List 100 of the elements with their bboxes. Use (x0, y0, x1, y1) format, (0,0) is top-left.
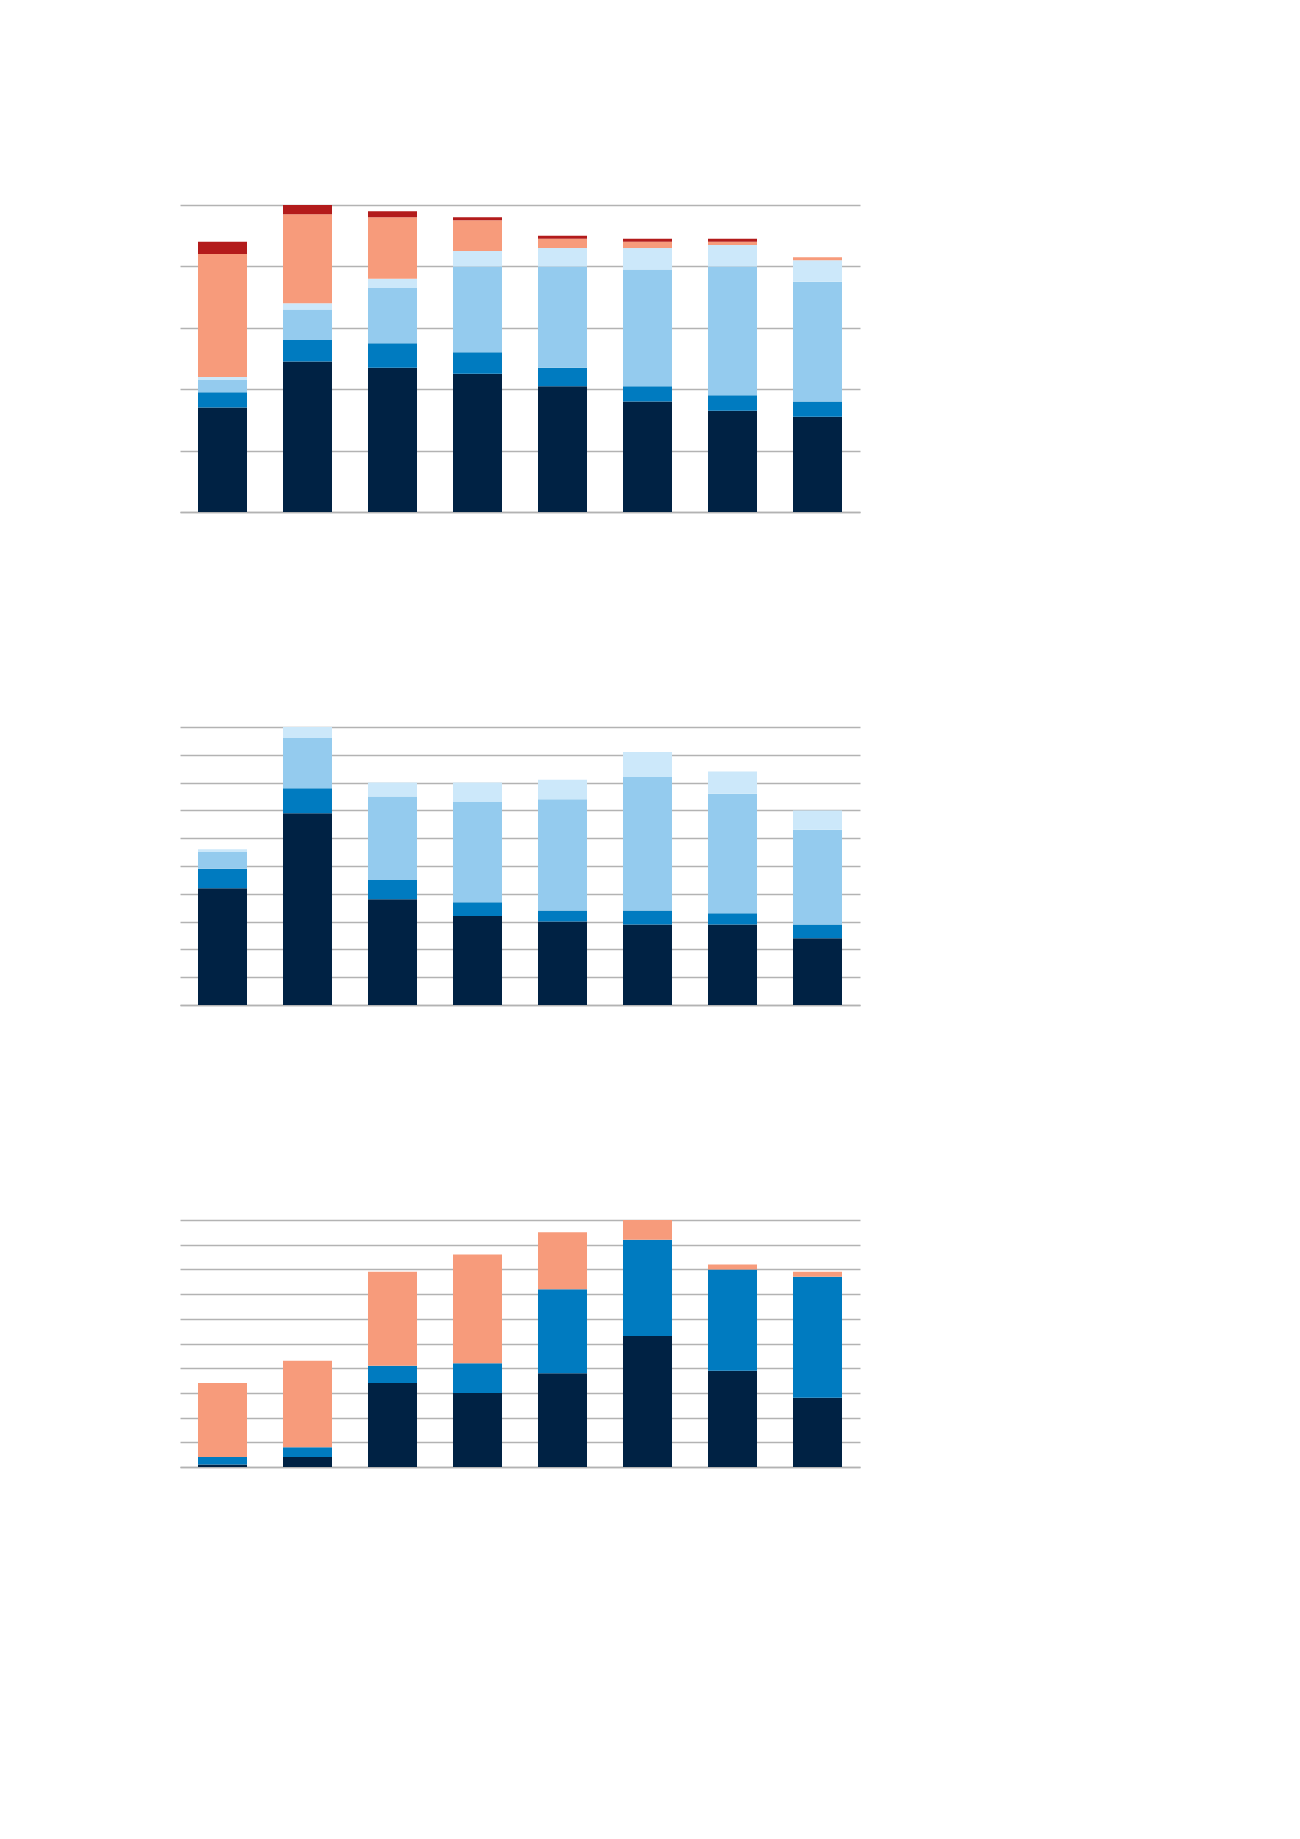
bar (793, 1276, 842, 1398)
bar (198, 407, 247, 512)
bar (453, 217, 502, 221)
bar (453, 1363, 502, 1393)
bar (623, 247, 672, 270)
bar (368, 367, 417, 512)
bar (368, 1365, 417, 1384)
bar (623, 386, 672, 402)
bar (453, 782, 502, 803)
bar (368, 879, 417, 900)
bar (793, 829, 842, 925)
bar (368, 899, 417, 1005)
bar (793, 281, 842, 402)
bar (283, 361, 332, 512)
bar (368, 211, 417, 218)
bar (368, 287, 417, 344)
bar (708, 395, 757, 411)
bar (708, 1264, 757, 1270)
bar (623, 924, 672, 1005)
bar (793, 938, 842, 1005)
bar (283, 214, 332, 304)
bar (198, 1457, 247, 1465)
bar (283, 727, 332, 739)
bar (708, 1269, 757, 1371)
bar (708, 793, 757, 914)
bar (453, 1392, 502, 1467)
bar (453, 220, 502, 252)
bar (283, 205, 332, 215)
bar (198, 868, 247, 889)
bar (623, 269, 672, 387)
bar (283, 1447, 332, 1458)
bar (538, 247, 587, 267)
bar (538, 266, 587, 368)
bar (368, 217, 417, 279)
bar (538, 921, 587, 1005)
bar (708, 244, 757, 267)
bar (283, 738, 332, 789)
bar (623, 238, 672, 242)
bar (623, 1239, 672, 1337)
bar (283, 340, 332, 362)
bar (708, 913, 757, 925)
bar (283, 1457, 332, 1467)
bar (198, 852, 247, 869)
bar (453, 902, 502, 917)
bar (793, 924, 842, 939)
bar (283, 303, 332, 310)
bar (793, 1271, 842, 1277)
bar (453, 802, 502, 903)
bar (283, 309, 332, 341)
bar (623, 777, 672, 911)
bar (198, 1383, 247, 1458)
bar (793, 810, 842, 830)
bar (368, 1271, 417, 1366)
bar (198, 849, 247, 853)
bar (708, 266, 757, 396)
bar (538, 799, 587, 911)
bar (708, 771, 757, 794)
bar (793, 401, 842, 417)
bar (368, 1383, 417, 1467)
bar (453, 251, 502, 267)
bar (198, 392, 247, 408)
bar (453, 266, 502, 353)
bar (623, 1220, 672, 1240)
bar (708, 924, 757, 1005)
bar (453, 1254, 502, 1364)
bar (283, 813, 332, 1005)
bar (538, 1373, 587, 1467)
bar (708, 410, 757, 512)
bar (538, 367, 587, 387)
bar (793, 257, 842, 261)
bar (623, 1336, 672, 1467)
bar (538, 235, 587, 239)
bar (198, 888, 247, 1005)
bar (793, 260, 842, 282)
bar (793, 1397, 842, 1467)
bar (368, 278, 417, 288)
bar (623, 241, 672, 248)
bar (283, 1360, 332, 1448)
bar (198, 241, 247, 255)
bar (368, 796, 417, 880)
bar (538, 1232, 587, 1290)
bar (708, 1370, 757, 1467)
bar (368, 343, 417, 368)
bar (623, 752, 672, 778)
bar (538, 910, 587, 922)
bar (368, 782, 417, 797)
bar (623, 401, 672, 512)
bar (538, 386, 587, 512)
bar (453, 352, 502, 374)
bar (283, 788, 332, 814)
bar (198, 379, 247, 393)
bar (623, 910, 672, 925)
bar (538, 779, 587, 800)
bar (198, 254, 247, 377)
bar (453, 916, 502, 1005)
bar (793, 416, 842, 512)
bar (453, 373, 502, 512)
bar (538, 1289, 587, 1374)
bar (538, 238, 587, 248)
bar (198, 376, 247, 380)
